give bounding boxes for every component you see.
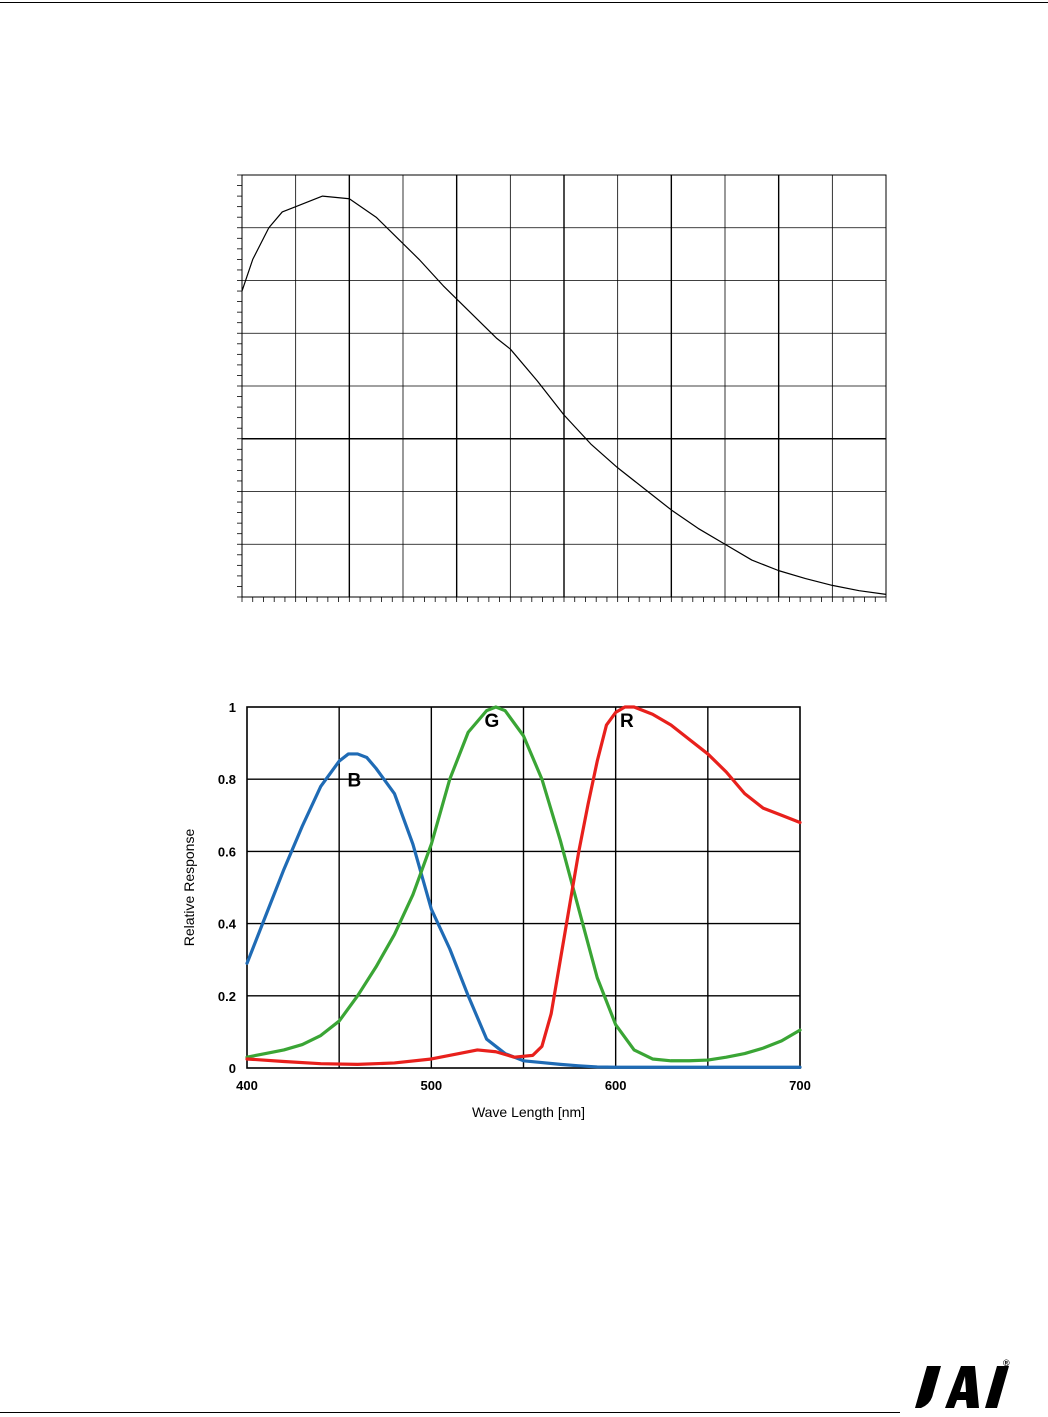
- registered-mark: ®: [1003, 1358, 1010, 1368]
- x-tick-label: 700: [789, 1078, 811, 1093]
- y-tick-label: 0: [229, 1061, 236, 1076]
- y-tick-label: 0.6: [218, 844, 236, 859]
- series-label-r: R: [620, 711, 634, 732]
- top-rule: [0, 2, 1048, 3]
- series-label-g: G: [484, 711, 499, 732]
- series-line-0: [241, 195, 887, 595]
- y-tick-label: 0.8: [218, 772, 236, 787]
- series-line-g: [245, 705, 802, 1063]
- logo-mark: [915, 1366, 1009, 1408]
- chart-1: [237, 174, 887, 602]
- x-tick-label: 500: [420, 1078, 442, 1093]
- series-label-b: B: [348, 770, 362, 791]
- y-tick-label: 0.4: [218, 917, 237, 932]
- y-axis-title: Relative Response: [181, 829, 197, 947]
- series-line-r: [245, 705, 802, 1066]
- jai-logo: ®: [915, 1358, 1010, 1408]
- chart-2: 400 500 600 700 0 0.2 0.4 0.6 0.8 1 Wave Length [n…: [181, 700, 811, 1120]
- x-tick-label: 400: [236, 1078, 258, 1093]
- x-axis-title: Wave Length [nm]: [472, 1104, 585, 1120]
- y-tick-label: 1: [229, 700, 236, 715]
- y-tick-label: 0.2: [218, 989, 236, 1004]
- series-line-b: [245, 752, 802, 1069]
- x-tick-label: 600: [605, 1078, 627, 1093]
- plot-frame: [246, 706, 801, 1069]
- bottom-rule: [0, 1412, 900, 1413]
